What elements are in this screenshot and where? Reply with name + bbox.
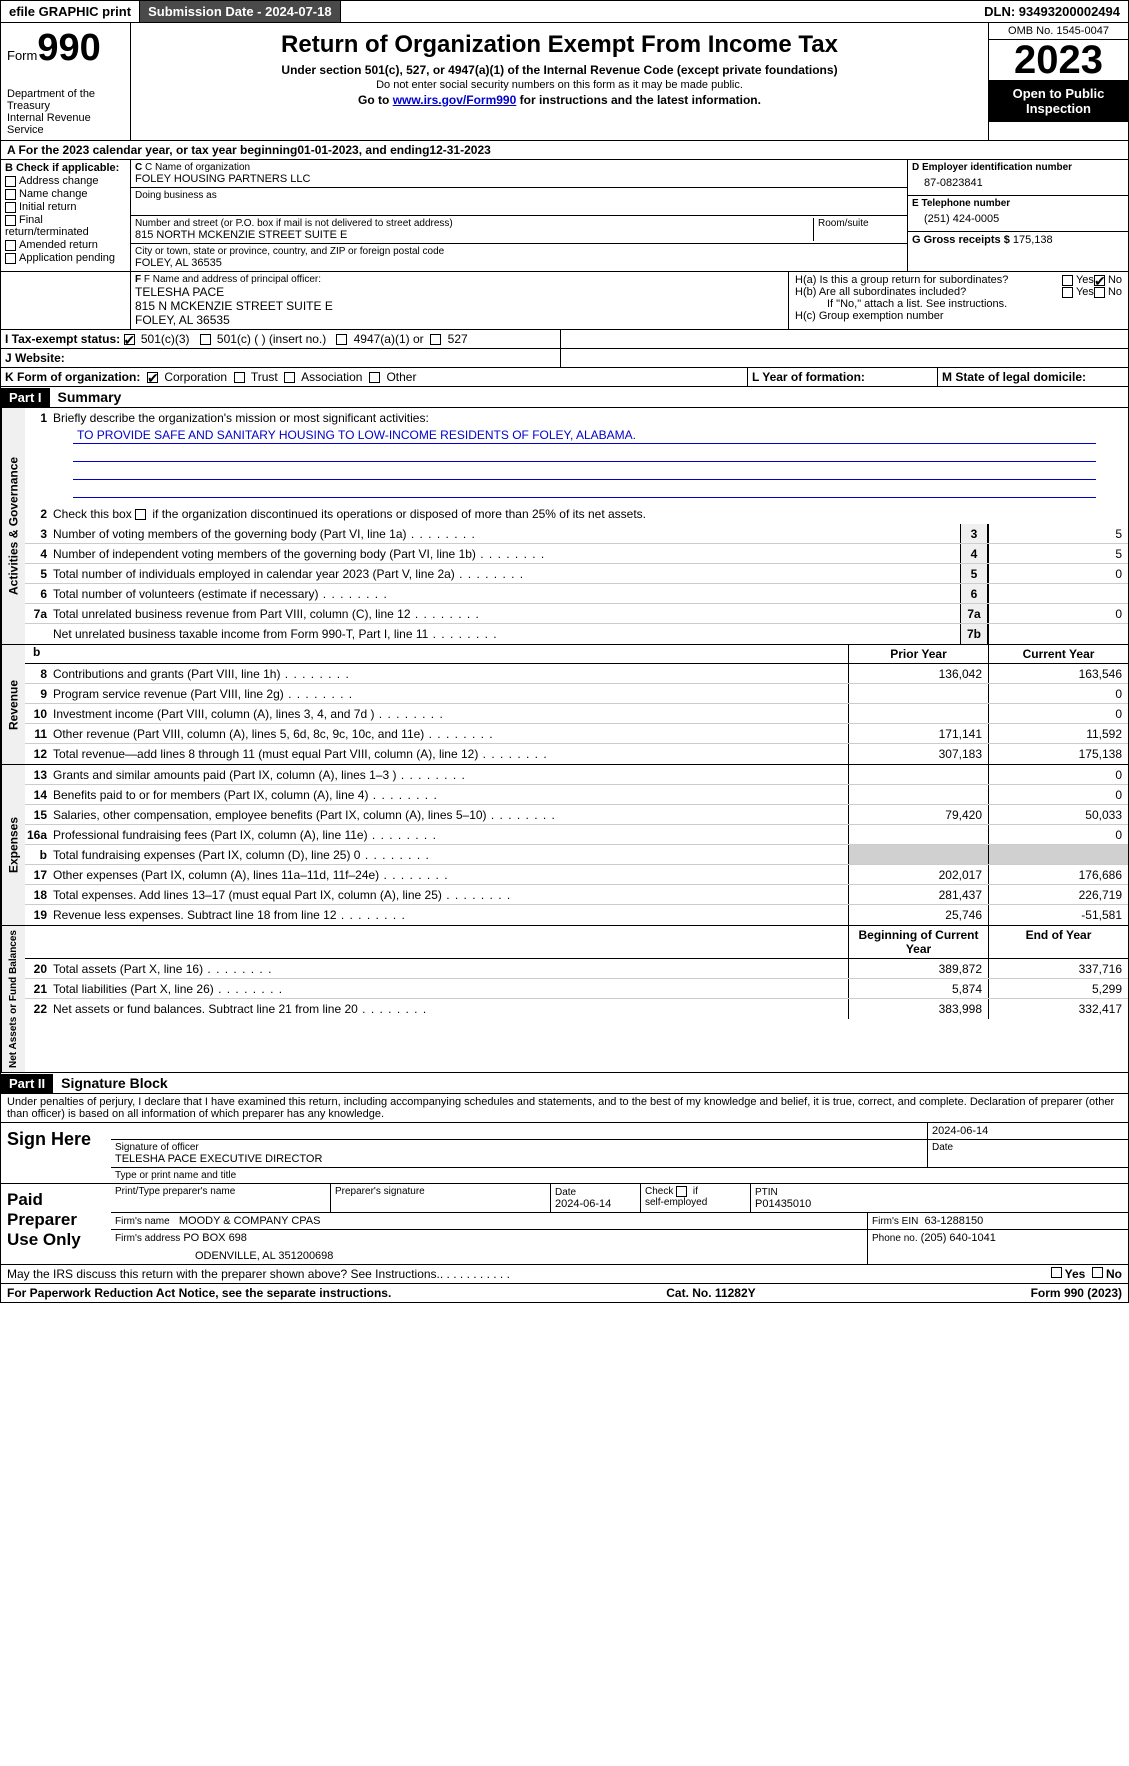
- sign-here-block: Sign Here 2024-06-14 Signature of office…: [0, 1123, 1129, 1184]
- part2-header: Part II: [1, 1074, 53, 1093]
- mission-text: TO PROVIDE SAFE AND SANITARY HOUSING TO …: [73, 428, 1096, 444]
- efile-label: efile GRAPHIC print: [1, 1, 140, 22]
- ptin: P01435010: [755, 1198, 811, 1210]
- org-city: FOLEY, AL 36535: [135, 257, 903, 269]
- net-assets-block: Net Assets or Fund Balances Beginning of…: [0, 926, 1129, 1073]
- checkbox-initial-return[interactable]: [5, 202, 16, 213]
- checkbox-amended-return[interactable]: [5, 240, 16, 251]
- checkbox-final-return[interactable]: [5, 215, 16, 226]
- submission-date: Submission Date - 2024-07-18: [140, 1, 341, 22]
- section-i: I Tax-exempt status: 501(c)(3) 501(c) ( …: [0, 330, 1129, 349]
- section-deg: D Employer identification number87-08238…: [908, 160, 1128, 271]
- checkbox-name-change[interactable]: [5, 189, 16, 200]
- officer-name: TELESHA PACE: [135, 285, 784, 299]
- section-h: H(a) Is this a group return for subordin…: [788, 272, 1128, 329]
- org-info-row: B Check if applicable: Address change Na…: [0, 160, 1129, 272]
- footer: For Paperwork Reduction Act Notice, see …: [0, 1284, 1129, 1303]
- corp-checkbox[interactable]: [147, 372, 158, 383]
- 501c3-checkbox[interactable]: [124, 334, 135, 345]
- revenue-block: Revenue bPrior YearCurrent Year 8Contrib…: [0, 645, 1129, 765]
- firm-name: MOODY & COMPANY CPAS: [179, 1215, 321, 1227]
- gross-receipts: 175,138: [1013, 234, 1053, 246]
- ein: 87-0823841: [912, 173, 1124, 193]
- checkbox-application-pending[interactable]: [5, 253, 16, 264]
- period-row: A For the 2023 calendar year, or tax yea…: [0, 141, 1129, 160]
- section-klm: K Form of organization: Corporation Trus…: [0, 368, 1129, 387]
- paid-preparer-block: Paid Preparer Use Only Print/Type prepar…: [0, 1184, 1129, 1265]
- section-f: F F Name and address of principal office…: [131, 272, 788, 329]
- form-title-block: Return of Organization Exempt From Incom…: [131, 23, 988, 140]
- officer-signature: TELESHA PACE EXECUTIVE DIRECTOR: [115, 1153, 923, 1165]
- section-b: B Check if applicable: Address change Na…: [1, 160, 131, 271]
- checkbox-address-change[interactable]: [5, 176, 16, 187]
- org-street: 815 NORTH MCKENZIE STREET SUITE E: [135, 229, 813, 241]
- form-title: Return of Organization Exempt From Incom…: [137, 31, 982, 59]
- governance-block: Activities & Governance 1Briefly describ…: [0, 408, 1129, 645]
- dln: DLN: 93493200002494: [976, 1, 1128, 22]
- officer-h-row: F F Name and address of principal office…: [0, 272, 1129, 330]
- ha-no-checkbox[interactable]: [1094, 275, 1105, 286]
- phone: (251) 424-0005: [912, 209, 1124, 229]
- declaration-text: Under penalties of perjury, I declare th…: [0, 1094, 1129, 1123]
- expenses-block: Expenses 13Grants and similar amounts pa…: [0, 765, 1129, 926]
- year-block: OMB No. 1545-0047 2023 Open to Public In…: [988, 23, 1128, 140]
- discuss-row: May the IRS discuss this return with the…: [0, 1265, 1129, 1284]
- form-id-block: Form990 Department of the Treasury Inter…: [1, 23, 131, 140]
- irs-link[interactable]: www.irs.gov/Form990: [393, 93, 517, 107]
- irs-label: Internal Revenue Service: [7, 112, 124, 136]
- dept-treasury: Department of the Treasury: [7, 88, 124, 112]
- org-name: FOLEY HOUSING PARTNERS LLC: [135, 173, 903, 185]
- top-bar: efile GRAPHIC print Submission Date - 20…: [0, 0, 1129, 23]
- section-j: J Website:: [0, 349, 1129, 368]
- part1-header: Part I: [1, 388, 50, 407]
- sign-date: 2024-06-14: [928, 1123, 1128, 1139]
- section-c: C C Name of organizationFOLEY HOUSING PA…: [131, 160, 908, 271]
